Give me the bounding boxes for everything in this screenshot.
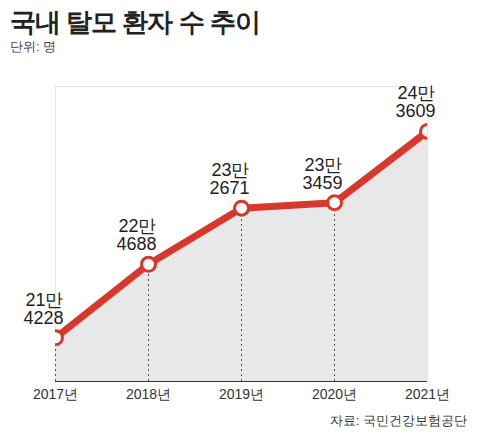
svg-text:2020년: 2020년 xyxy=(312,386,357,402)
svg-text:22만4688: 22만4688 xyxy=(116,216,156,254)
html-text:자료: 국민건강보험공단: 자료: 국민건강보험공단 xyxy=(329,413,467,428)
html-text:국내 탈모 환자 수 추이: 국내 탈모 환자 수 추이 xyxy=(10,7,260,37)
svg-text:2018년: 2018년 xyxy=(126,386,171,402)
svg-text:24만3609: 24만3609 xyxy=(395,83,435,121)
svg-text:23만3459: 23만3459 xyxy=(302,155,342,193)
svg-text:23만2671: 23만2671 xyxy=(209,160,249,198)
svg-text:2021년: 2021년 xyxy=(405,386,450,402)
svg-text:2017년: 2017년 xyxy=(33,386,78,402)
svg-text:21만4228: 21만4228 xyxy=(23,290,63,328)
svg-text:2019년: 2019년 xyxy=(219,386,264,402)
html-text:단위: 명: 단위: 명 xyxy=(10,39,57,54)
